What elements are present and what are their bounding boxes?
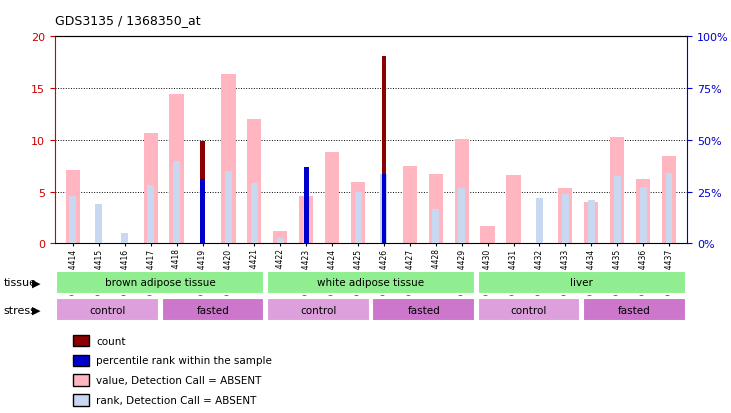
Bar	[95, 204, 102, 244]
Bar	[507, 176, 520, 244]
Bar	[200, 142, 205, 244]
Text: count: count	[96, 336, 126, 346]
Bar	[299, 196, 314, 244]
Bar	[225, 171, 232, 244]
Text: liver: liver	[570, 278, 593, 287]
Bar	[372, 299, 475, 322]
Bar	[355, 192, 362, 244]
Bar	[403, 166, 417, 244]
Bar	[588, 200, 595, 244]
Bar	[562, 194, 569, 244]
Text: GDS3135 / 1368350_at: GDS3135 / 1368350_at	[55, 14, 200, 27]
Bar	[303, 211, 310, 244]
Bar	[267, 271, 475, 294]
Text: control: control	[511, 305, 548, 315]
Text: ▶: ▶	[31, 305, 40, 315]
Bar	[147, 186, 154, 244]
Bar	[432, 210, 439, 244]
Bar	[480, 226, 495, 244]
Text: white adipose tissue: white adipose tissue	[317, 278, 425, 287]
Bar	[584, 202, 599, 244]
Bar	[121, 233, 129, 244]
Text: rank, Detection Call = ABSENT: rank, Detection Call = ABSENT	[96, 395, 257, 405]
Bar	[170, 95, 183, 244]
Text: fasted: fasted	[618, 305, 651, 315]
Bar	[351, 183, 366, 244]
Bar	[662, 157, 676, 244]
Bar	[143, 133, 158, 244]
Bar	[428, 174, 443, 244]
Bar	[304, 170, 308, 244]
Text: fasted: fasted	[407, 305, 440, 315]
Bar	[251, 184, 258, 244]
Bar	[610, 138, 624, 244]
Bar	[382, 174, 386, 244]
Bar	[665, 173, 673, 244]
Bar	[277, 238, 284, 244]
Text: control: control	[89, 305, 126, 315]
Bar	[583, 299, 686, 322]
Text: value, Detection Call = ABSENT: value, Detection Call = ABSENT	[96, 375, 262, 385]
Text: fasted: fasted	[197, 305, 230, 315]
Bar	[69, 196, 77, 244]
Bar	[66, 170, 80, 244]
Bar	[558, 189, 572, 244]
Text: stress: stress	[4, 305, 37, 315]
Bar	[458, 189, 465, 244]
Bar	[380, 174, 387, 244]
Bar	[613, 177, 621, 244]
Bar	[200, 180, 205, 244]
Bar	[56, 271, 265, 294]
Bar	[304, 167, 308, 244]
Text: tissue: tissue	[4, 278, 37, 287]
Bar	[382, 57, 386, 244]
Bar	[173, 162, 180, 244]
Bar	[536, 198, 543, 244]
Bar	[477, 271, 686, 294]
Bar	[221, 74, 235, 244]
Bar	[325, 153, 339, 244]
Bar	[267, 299, 370, 322]
Bar	[273, 231, 287, 244]
Bar	[162, 299, 265, 322]
Bar	[636, 180, 650, 244]
Text: control: control	[300, 305, 336, 315]
Text: ▶: ▶	[31, 278, 40, 287]
Bar	[56, 299, 159, 322]
Bar	[477, 299, 580, 322]
Text: percentile rank within the sample: percentile rank within the sample	[96, 356, 273, 366]
Bar	[247, 120, 262, 244]
Bar	[455, 140, 469, 244]
Bar	[640, 188, 647, 244]
Text: brown adipose tissue: brown adipose tissue	[105, 278, 216, 287]
